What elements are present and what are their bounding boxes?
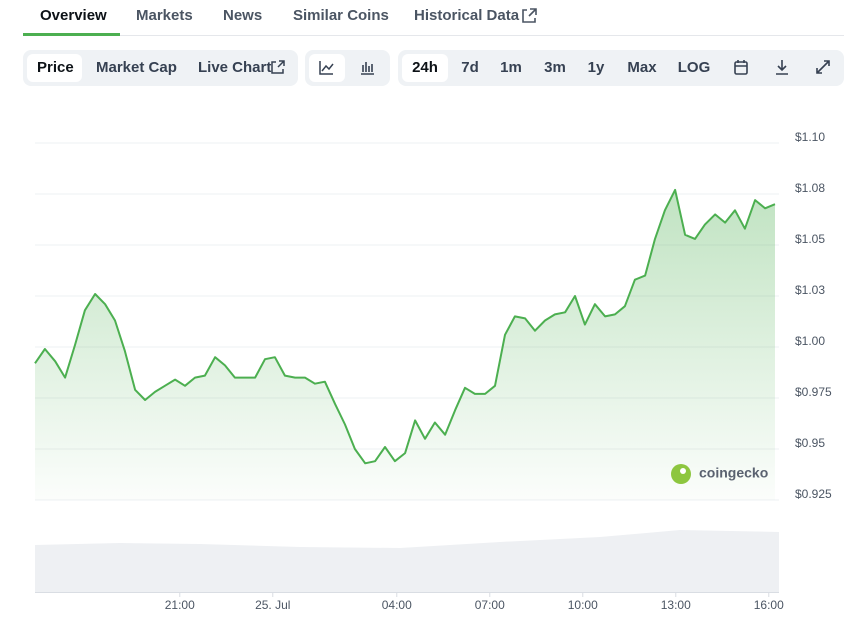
y-tick-label: $0.975 [795, 385, 832, 399]
area [35, 189, 775, 500]
tab[interactable]: Similar Coins [293, 7, 389, 24]
view-button[interactable]: Market Cap [96, 59, 177, 76]
x-tick-label: 07:00 [475, 598, 505, 612]
y-tick-label: $1.05 [795, 232, 825, 246]
range-button[interactable]: 1m [500, 59, 522, 76]
x-tick-label: 25. Jul [255, 598, 290, 612]
tab[interactable]: Historical Data [414, 7, 520, 24]
view-button[interactable]: Live Chart [198, 59, 271, 76]
range-button[interactable]: Max [627, 59, 657, 76]
x-tick-label: 21:00 [165, 598, 195, 612]
calendar-icon[interactable] [734, 60, 748, 75]
range-button[interactable]: 7d [461, 59, 479, 76]
button-group [398, 50, 844, 86]
range-button[interactable]: 1y [588, 59, 605, 76]
button-group [23, 50, 298, 86]
line-icon[interactable] [319, 61, 334, 75]
range-button[interactable]: 24h [412, 59, 438, 76]
external-icon [522, 8, 537, 23]
tab[interactable]: News [223, 7, 262, 24]
y-tick-label: $1.10 [795, 130, 825, 144]
x-tick-label: 13:00 [661, 598, 691, 612]
active-button [27, 54, 82, 82]
price-line [34, 188, 776, 465]
y-tick-label: $0.95 [795, 436, 825, 450]
x-tick-label: 10:00 [568, 598, 598, 612]
y-tick-label: $0.925 [795, 487, 832, 501]
fullscreen-icon[interactable] [816, 60, 830, 74]
y-tick-label: $1.00 [795, 334, 825, 348]
x-tick-label: 04:00 [382, 598, 412, 612]
tab[interactable]: Overview [40, 7, 107, 24]
candle-icon[interactable] [361, 62, 374, 75]
tab[interactable]: Markets [136, 7, 193, 24]
download-icon[interactable] [776, 60, 788, 75]
range-button[interactable]: LOG [678, 59, 711, 76]
view-button[interactable]: Price [37, 59, 74, 76]
active-button [402, 54, 448, 82]
volume-bars [35, 530, 779, 592]
external-icon [271, 60, 285, 74]
range-button[interactable]: 3m [544, 59, 566, 76]
active-tab-underline [23, 33, 120, 36]
y-tick-label: $1.08 [795, 181, 825, 195]
watermark-text: coingecko [699, 465, 768, 481]
x-tick-label: 16:00 [754, 598, 784, 612]
y-tick-label: $1.03 [795, 283, 825, 297]
watermark: coingecko [671, 464, 768, 484]
